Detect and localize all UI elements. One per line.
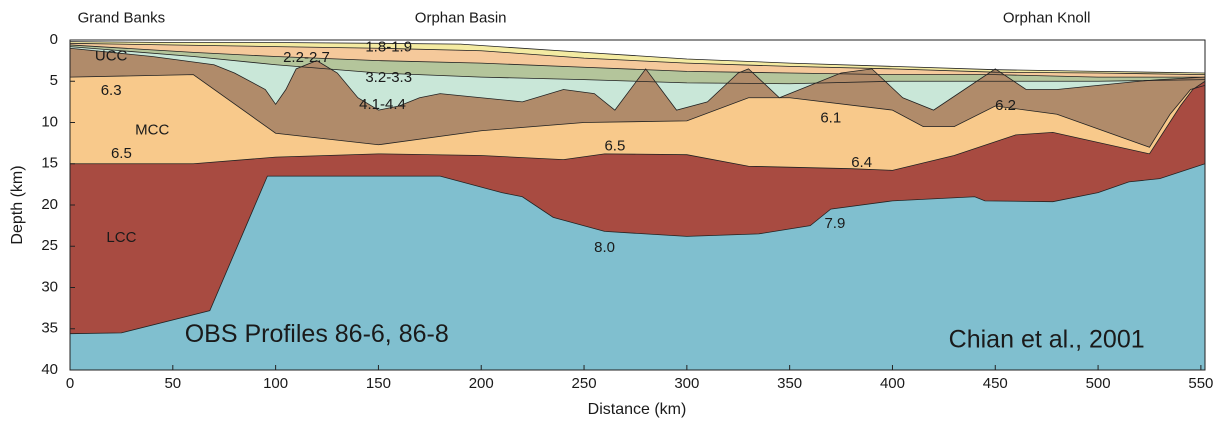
x-tick-label: 150	[366, 375, 391, 392]
y-tick-label: 40	[41, 361, 58, 378]
x-tick-label: 250	[572, 375, 597, 392]
layer-fill	[70, 81, 1205, 334]
layer-fill	[70, 163, 1205, 370]
y-tick-label: 35	[41, 320, 58, 337]
annotation: MCC	[135, 122, 169, 139]
annotation: 6.5	[604, 137, 625, 154]
x-axis-label: Distance (km)	[588, 401, 687, 418]
x-tick-label: 350	[777, 375, 802, 392]
annotation: 4.1-4.4	[359, 96, 406, 113]
boundary-line	[69, 46, 1206, 85]
y-tick-label: 5	[50, 72, 58, 89]
annotation: 1.8-1.9	[365, 38, 412, 55]
annotation: LCC	[106, 229, 136, 246]
annotation: 6.2	[995, 97, 1016, 114]
annotation: Orphan Basin	[415, 10, 507, 27]
y-tick-label: 10	[41, 113, 58, 130]
y-axis-label: Depth (km)	[9, 165, 26, 244]
x-tick-label: 400	[880, 375, 905, 392]
y-tick-label: 0	[50, 31, 58, 48]
layer-fill	[70, 41, 1205, 75]
annotation: 8.0	[594, 239, 615, 256]
x-tick-label: 200	[469, 375, 494, 392]
annotation: 6.5	[111, 145, 132, 162]
boundary-line	[69, 44, 1205, 78]
x-tick-label: 100	[263, 375, 288, 392]
boundary-line	[69, 41, 1206, 74]
annotation: 2.2-2.7	[283, 49, 330, 66]
annotation: 6.3	[101, 82, 122, 99]
annotation: UCC	[95, 47, 128, 64]
layer-fill	[70, 46, 1205, 111]
annotation: OBS Profiles 86-6, 86-8	[185, 320, 449, 348]
x-tick-label: 450	[983, 375, 1008, 392]
annotation: Chian et al., 2001	[949, 326, 1145, 354]
y-tick-label: 30	[41, 278, 58, 295]
annotation: 6.1	[820, 109, 841, 126]
annotation: Grand Banks	[78, 10, 166, 27]
annotation: Orphan Knoll	[1003, 10, 1091, 27]
y-tick-label: 15	[41, 155, 58, 172]
annotation: 6.4	[851, 154, 872, 171]
y-tick-label: 20	[41, 196, 58, 213]
y-tick-label: 25	[41, 237, 58, 254]
layer-fill	[70, 74, 1205, 171]
layer-fill	[70, 44, 1205, 84]
x-tick-label: 550	[1188, 375, 1213, 392]
annotation: 7.9	[824, 215, 845, 232]
layer-fill	[70, 43, 1205, 78]
boundary-line	[69, 42, 1206, 76]
boundary-line	[69, 163, 1206, 335]
layer-fill	[70, 48, 1205, 148]
boundary-line	[70, 80, 1206, 171]
x-tick-label: 50	[164, 375, 181, 392]
boundary-line	[69, 74, 1206, 148]
x-tick-label: 500	[1086, 375, 1111, 392]
x-tick-label: 0	[66, 375, 74, 392]
annotation: 3.2-3.3	[365, 69, 412, 86]
boundary-line	[69, 47, 1206, 111]
x-tick-label: 300	[674, 375, 699, 392]
